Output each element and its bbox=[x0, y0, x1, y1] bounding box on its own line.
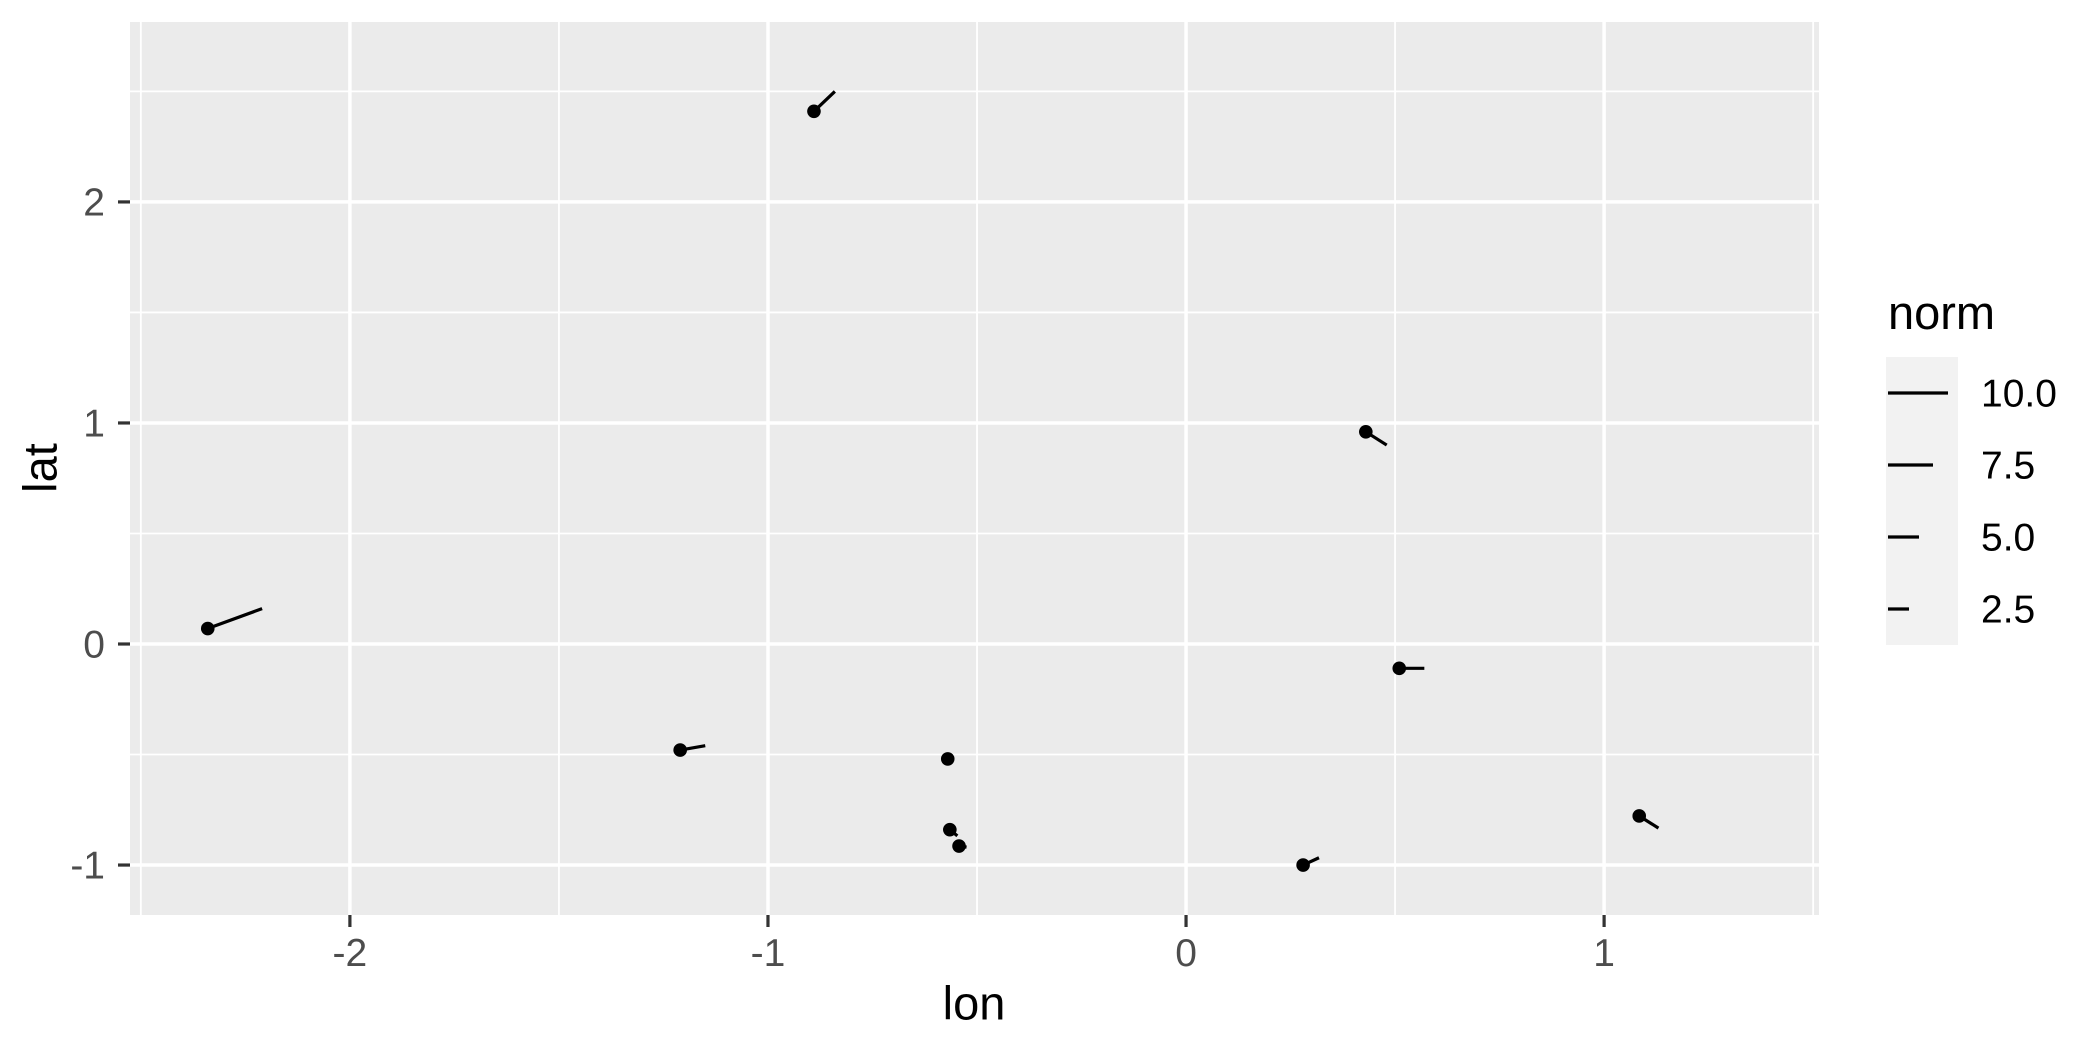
legend-entry-label: 10.0 bbox=[1981, 373, 2057, 416]
y-axis-title: lat bbox=[13, 443, 67, 493]
data-point bbox=[1296, 858, 1310, 872]
legend-entry-label: 7.5 bbox=[1981, 445, 2035, 488]
legend-title: norm bbox=[1888, 286, 1996, 339]
data-point bbox=[1359, 425, 1373, 439]
data-point bbox=[943, 822, 957, 837]
data-point bbox=[1392, 661, 1407, 676]
y-tick-label: 1 bbox=[83, 402, 105, 445]
plot-panel bbox=[130, 22, 1819, 915]
y-tick-label: 2 bbox=[83, 181, 105, 224]
y-tick-label: -1 bbox=[70, 845, 105, 888]
spoke-segment bbox=[207, 607, 263, 631]
x-tick-label: 0 bbox=[1175, 932, 1197, 975]
data-point bbox=[940, 752, 955, 766]
x-axis-title: lon bbox=[942, 976, 1006, 1030]
data-point bbox=[807, 104, 821, 119]
x-tick-label: -1 bbox=[751, 932, 786, 975]
data-point bbox=[200, 621, 215, 636]
data-point bbox=[1632, 809, 1647, 823]
legend-entry-label: 2.5 bbox=[1981, 589, 2035, 632]
data-point bbox=[673, 743, 687, 757]
x-tick-label: -2 bbox=[333, 932, 368, 975]
data-point bbox=[952, 839, 966, 853]
legend-key-background bbox=[1886, 357, 1958, 645]
x-tick-label: 1 bbox=[1593, 932, 1615, 975]
legend-entry-label: 5.0 bbox=[1981, 517, 2035, 560]
y-tick-label: 0 bbox=[83, 624, 105, 667]
